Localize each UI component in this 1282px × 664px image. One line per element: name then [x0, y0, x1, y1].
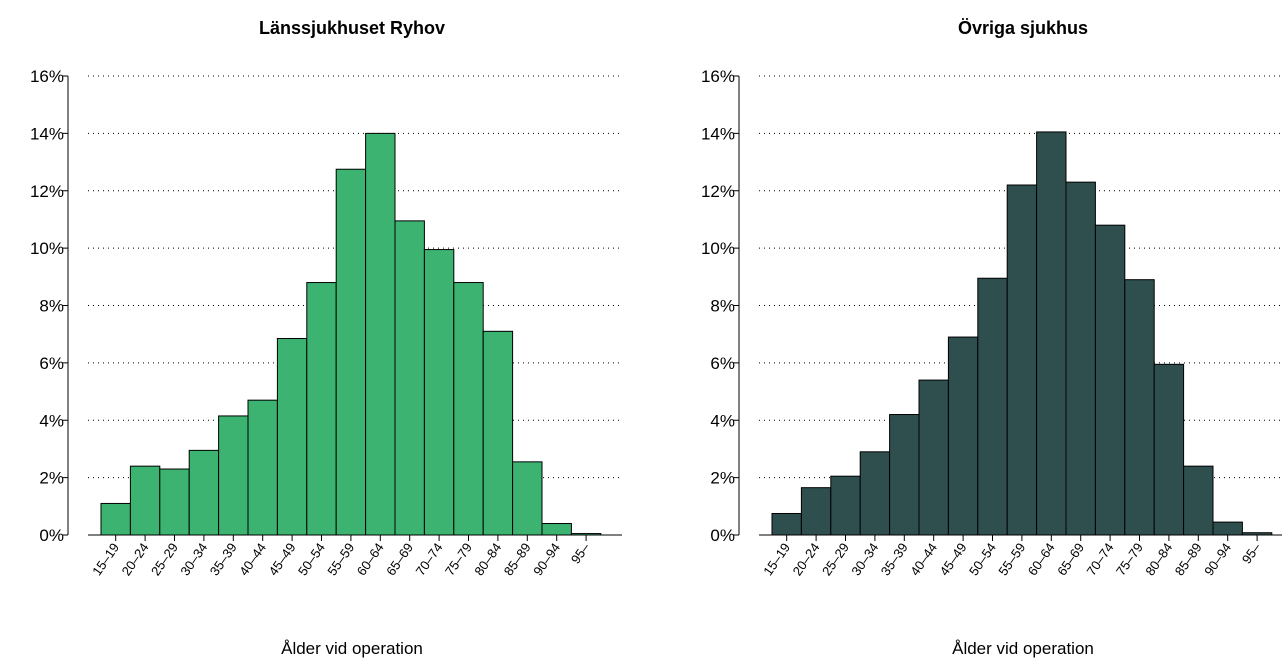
y-tick-label: 6% — [39, 354, 64, 373]
x-tick-label: 55–59 — [995, 540, 1028, 578]
x-tick-label: 90–94 — [1201, 540, 1234, 578]
y-tick-label: 16% — [701, 67, 735, 86]
bar — [512, 461, 543, 536]
y-tick-label: 16% — [30, 67, 64, 86]
x-tick-label: 60–64 — [1025, 540, 1058, 578]
bar — [1036, 131, 1067, 536]
x-tick-label: 45–49 — [937, 540, 970, 578]
x-tick-label: 55–59 — [324, 540, 357, 578]
x-tick-label: 35–39 — [207, 540, 240, 578]
x-tick-label: 95– — [1239, 539, 1264, 566]
bar — [482, 330, 514, 536]
bar — [100, 502, 131, 536]
x-tick-label: 80–84 — [471, 540, 504, 578]
bar — [218, 415, 249, 536]
y-tick-label: 10% — [30, 239, 64, 258]
y-tick-label: 10% — [701, 239, 735, 258]
y-tick-label: 8% — [710, 297, 735, 316]
y-tick-label: 4% — [710, 411, 735, 430]
bar — [947, 336, 979, 536]
chart-title: Övriga sjukhus — [958, 18, 1088, 38]
chart: Länssjukhuset Ryhov 0% 2% 4% 6% 8% 10% 12% 14% 16… — [30, 18, 622, 658]
y-tick-label: 2% — [39, 469, 64, 488]
x-tick-label: 40–44 — [907, 540, 940, 578]
y-tick-label: 8% — [39, 297, 64, 316]
bar — [188, 449, 220, 536]
bar — [365, 132, 396, 536]
chart: Övriga sjukhus 0% 2% 4% 6% 8% 10% 12% 14% 16% 15–1… — [701, 18, 1282, 658]
bar — [394, 220, 425, 536]
bar — [1153, 363, 1185, 536]
x-tick-label: 85–89 — [1172, 540, 1205, 578]
x-tick-label: 45–49 — [266, 540, 299, 578]
bar — [918, 379, 949, 536]
x-tick-label: 20–24 — [119, 540, 152, 578]
x-tick-label: 30–34 — [177, 540, 210, 578]
x-tick-label: 25–29 — [148, 540, 181, 578]
x-tick-label: 20–24 — [790, 540, 823, 578]
x-tick-label: 95– — [568, 539, 593, 566]
y-tick-label: 0% — [39, 526, 64, 545]
bar — [159, 468, 190, 536]
bar — [423, 249, 455, 536]
y-tick-label: 4% — [39, 411, 64, 430]
chart-title: Länssjukhuset Ryhov — [259, 18, 445, 38]
x-axis-label: Ålder vid operation — [952, 639, 1094, 658]
bar — [1094, 224, 1126, 536]
x-tick-label: 80–84 — [1142, 540, 1175, 578]
bar — [977, 277, 1008, 536]
y-tick-label: 0% — [710, 526, 735, 545]
bar — [1212, 521, 1243, 536]
x-tick-label: 40–44 — [236, 540, 269, 578]
x-tick-label: 70–74 — [1084, 540, 1117, 578]
bar — [129, 465, 161, 536]
bar — [800, 487, 832, 536]
bar — [541, 523, 572, 536]
bar — [276, 337, 308, 536]
bar — [1183, 465, 1214, 536]
x-tick-label: 15–19 — [89, 540, 122, 578]
x-tick-label: 35–39 — [878, 540, 911, 578]
x-tick-label: 75–79 — [442, 540, 475, 578]
y-tick-label: 12% — [30, 182, 64, 201]
x-tick-label: 75–79 — [1113, 540, 1146, 578]
bar — [247, 399, 278, 536]
bar — [859, 451, 891, 536]
x-tick-label: 30–34 — [848, 540, 881, 578]
bar — [1006, 184, 1038, 536]
bar — [1065, 181, 1096, 536]
bar — [889, 414, 920, 536]
x-tick-label: 50–54 — [295, 540, 328, 578]
bar — [335, 168, 367, 536]
x-tick-label: 50–54 — [966, 540, 999, 578]
y-tick-label: 14% — [30, 124, 64, 143]
x-tick-label: 65–69 — [383, 540, 416, 578]
x-tick-label: 15–19 — [760, 540, 793, 578]
bar — [771, 512, 802, 536]
x-axis-label: Ålder vid operation — [281, 639, 423, 658]
y-tick-label: 14% — [701, 124, 735, 143]
x-tick-label: 85–89 — [501, 540, 534, 578]
bar — [453, 282, 484, 536]
x-tick-label: 25–29 — [819, 540, 852, 578]
bar — [1124, 279, 1155, 536]
x-tick-label: 90–94 — [530, 540, 563, 578]
y-tick-label: 12% — [701, 182, 735, 201]
x-tick-label: 65–69 — [1054, 540, 1087, 578]
x-tick-label: 70–74 — [413, 540, 446, 578]
bar — [830, 475, 861, 536]
bar — [306, 282, 337, 536]
y-tick-label: 6% — [710, 354, 735, 373]
y-tick-label: 2% — [710, 469, 735, 488]
x-tick-label: 60–64 — [354, 540, 387, 578]
